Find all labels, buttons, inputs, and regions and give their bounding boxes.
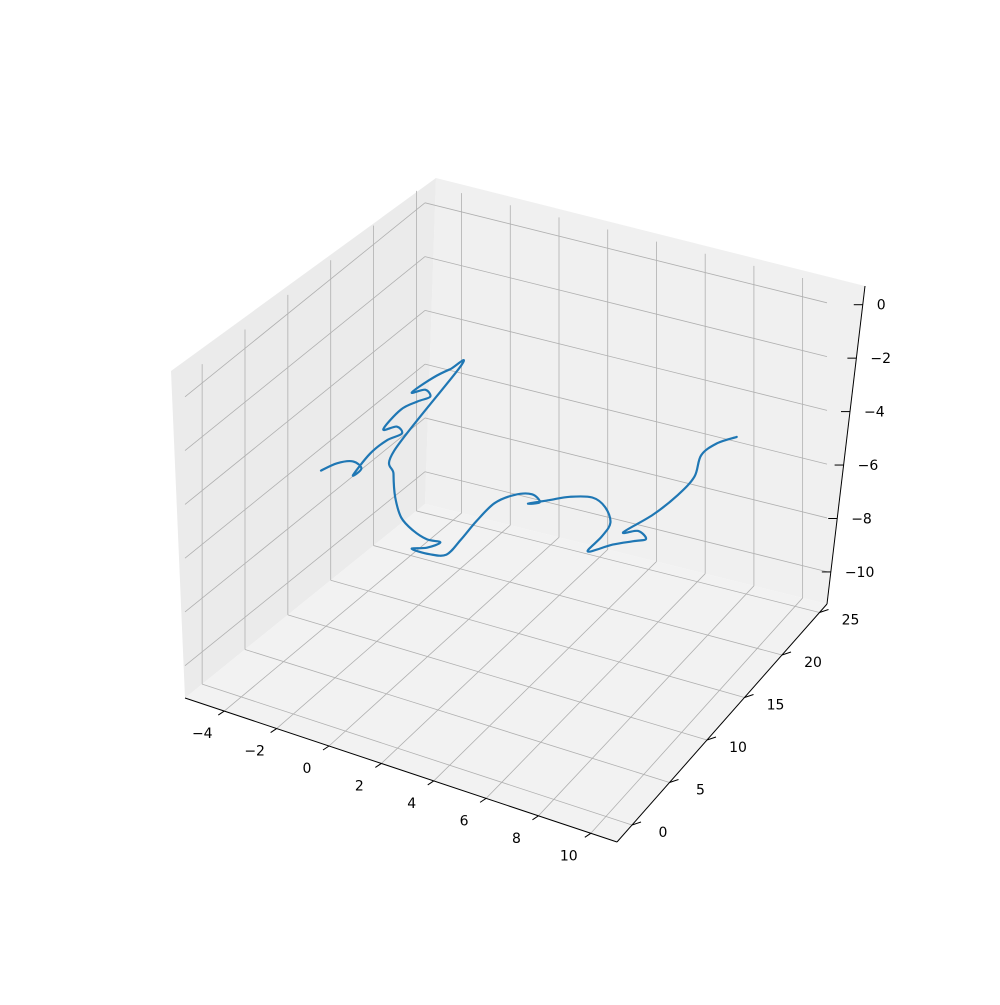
y-tick-mark (706, 736, 717, 741)
x-tick-label: −2 (244, 744, 265, 760)
y-tick-mark (819, 609, 829, 613)
y-gridline-floor (373, 545, 783, 656)
x-tick-mark (375, 763, 382, 768)
y-tick-label: 25 (842, 613, 860, 629)
x-tick-mark (479, 797, 487, 803)
axis-lines (184, 285, 866, 843)
y-tick-label: 10 (729, 740, 747, 756)
z-gridline-back (424, 202, 828, 304)
z-gridline-left (184, 310, 426, 505)
y-tick-label: 5 (696, 783, 705, 799)
x-tick-label: −4 (192, 726, 213, 742)
x-tick-mark (322, 745, 330, 751)
y-gridline-floor (202, 683, 633, 826)
y-axis-line (616, 603, 828, 843)
x-gridline-floor (224, 512, 462, 712)
z-gridline-back (424, 471, 828, 573)
floor-pane (185, 504, 827, 842)
y-tick-label: 20 (804, 655, 822, 671)
y-tick-mark (631, 821, 642, 826)
y-tick-label: 15 (767, 698, 785, 714)
x-tick-mark (217, 710, 225, 716)
z-tick-label: −4 (864, 405, 885, 421)
x-tick-label: 2 (355, 778, 364, 794)
z-gridline-back (424, 417, 828, 519)
x-gridline-floor (590, 597, 803, 834)
z-tick-label: 0 (877, 298, 886, 314)
x-tick-mark (427, 780, 435, 786)
z-gridline-left (184, 471, 426, 667)
x-axis-line (184, 697, 618, 843)
axes-panes (171, 178, 865, 842)
tick-marks (217, 304, 863, 838)
curve-series (319, 359, 738, 557)
z-tick-label: −8 (851, 511, 872, 527)
z-gridline-back (424, 363, 828, 465)
x-tick-mark (532, 815, 539, 821)
x-gridline-floor (381, 549, 609, 764)
y-tick-mark (669, 779, 679, 783)
z-gridline-left (184, 363, 426, 559)
y-gridline-floor (287, 614, 708, 741)
z-gridline-left (184, 202, 426, 398)
z-gridline-left (184, 256, 426, 451)
x-tick-label: 0 (303, 761, 312, 777)
tick-labels: −4 −2 0 2 4 6 8 10 0 5 10 15 20 25 −10 −8 −6 −4 −2 0 (192, 298, 891, 865)
y-tick-mark (781, 651, 792, 656)
y-gridline-floor (244, 649, 670, 783)
z-gridline-back (424, 309, 828, 411)
curve-line (319, 359, 738, 557)
x-tick-label: 4 (407, 796, 416, 812)
x-gridline-floor (538, 585, 755, 817)
z-gridline-left (184, 417, 426, 613)
gridlines (184, 190, 828, 834)
z-tick-label: −10 (845, 565, 875, 581)
back-pane (425, 178, 865, 604)
x-tick-label: 8 (512, 831, 521, 847)
x-gridline-floor (276, 524, 511, 729)
left-pane (171, 178, 436, 698)
z-axis-line (826, 285, 866, 605)
x-tick-mark (584, 832, 592, 838)
x-gridline-floor (485, 573, 706, 799)
z-tick-label: −2 (870, 351, 891, 367)
z-tick-label: −6 (858, 458, 879, 474)
z-gridline-back (424, 256, 828, 357)
x-tick-label: 6 (460, 813, 469, 829)
y-gridline-floor (416, 510, 820, 613)
x-gridline-floor (328, 537, 560, 747)
x-tick-mark (270, 728, 277, 733)
y-gridline-floor (330, 579, 745, 698)
y-tick-label: 0 (659, 825, 668, 841)
x-gridline-floor (433, 561, 657, 782)
y-tick-mark (744, 694, 754, 698)
x-tick-label: 10 (560, 848, 578, 864)
